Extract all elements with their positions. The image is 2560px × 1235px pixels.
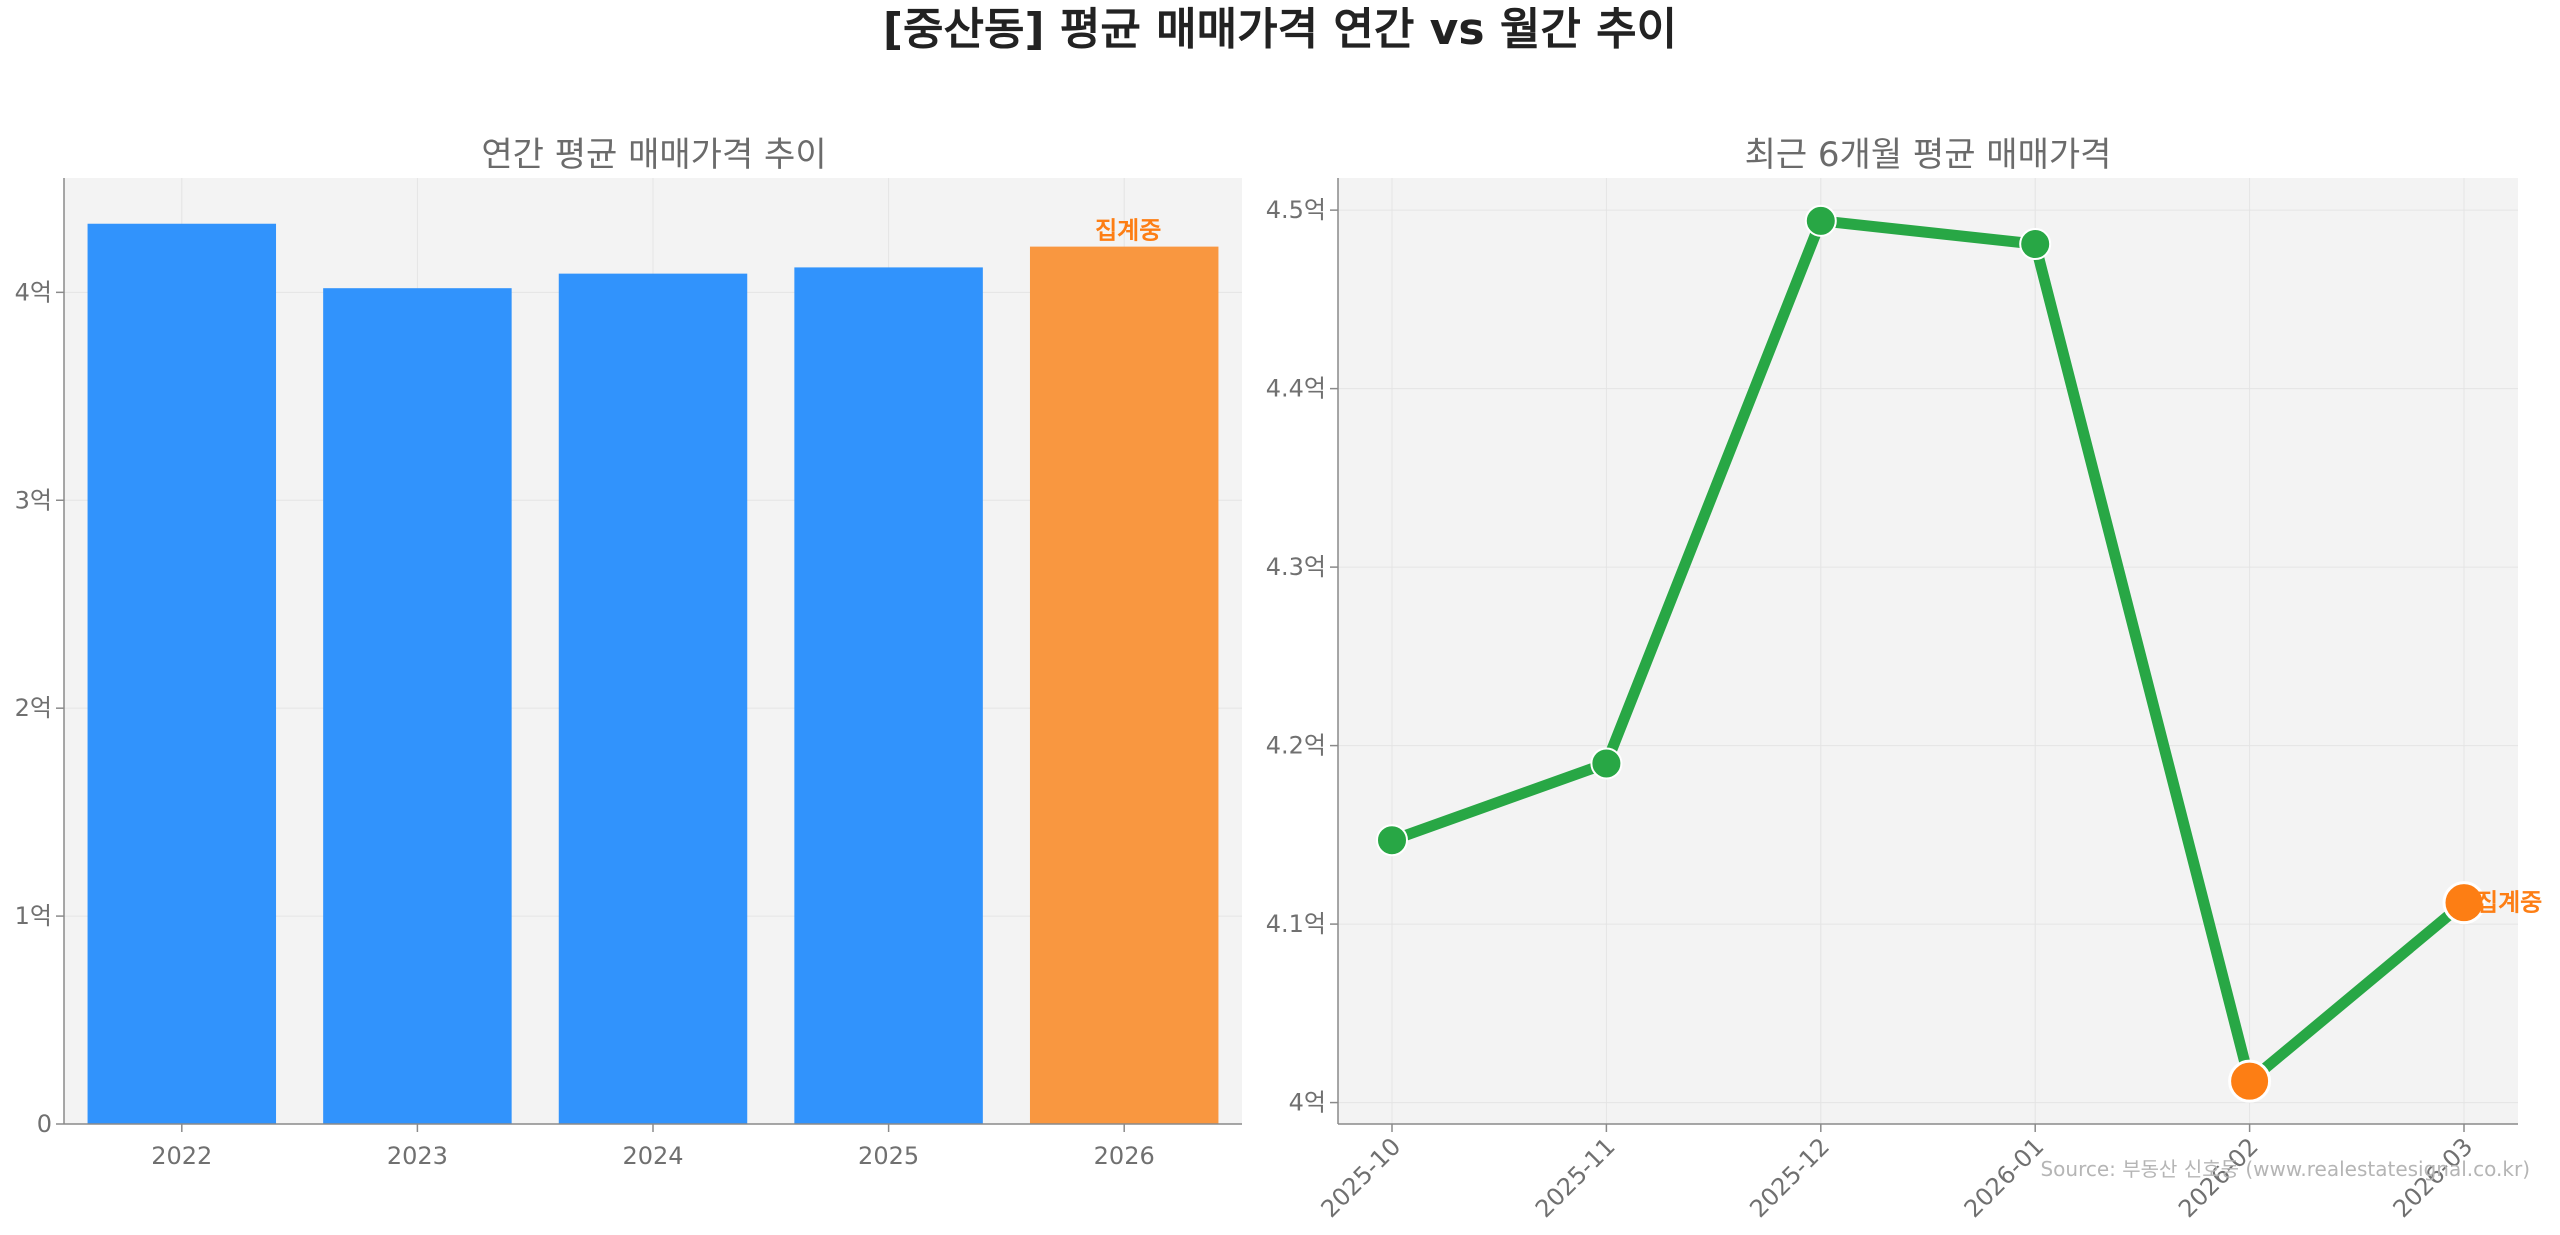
line-ytick-label: 4.3억 xyxy=(1266,553,1326,581)
bar-ytick-label: 1억 xyxy=(15,902,52,930)
bar-xtick-label: 2025 xyxy=(858,1142,919,1170)
bar-2024 xyxy=(558,273,748,1125)
line-ytick-label: 4.1억 xyxy=(1266,910,1326,938)
line-point-2026-01 xyxy=(2019,228,2052,261)
bar-annotation-label: 집계중 xyxy=(1095,217,1161,245)
bar-2022 xyxy=(87,223,277,1124)
bar-xtick-label: 2026 xyxy=(1094,1142,1155,1170)
figure-title: [중산동] 평균 매매가격 연간 vs 월간 추이 xyxy=(883,4,1677,55)
line-plot-area xyxy=(1338,178,2518,1124)
line-series-path xyxy=(1386,215,2470,1087)
bar-xtick-label: 2024 xyxy=(622,1142,683,1170)
line-ytick-label: 4억 xyxy=(1289,1089,1326,1117)
line-xtick-label: 2025-11 xyxy=(1530,1132,1621,1223)
line-ytick-label: 4.5억 xyxy=(1266,196,1326,224)
source-note: Source: 부동산 신호등 (www.realestatesignal.co… xyxy=(2040,1157,2530,1181)
bar-ytick-label: 0 xyxy=(37,1110,52,1138)
line-point-2026-02 xyxy=(2228,1059,2272,1103)
monthly-line-chart: 최근 6개월 평균 매매가격 집계중 4억 4.1억 4.2억 4.3억 4.4억 4.5… xyxy=(1266,135,2543,1223)
bar-ytick-label: 3억 xyxy=(15,486,52,514)
bar-2023 xyxy=(323,288,512,1124)
annual-bar-chart: 연간 평균 매매가격 추이 집계중 0 1억 2억 3억 4억 2022 2023 2024 2… xyxy=(15,135,1242,1170)
bar-xtick-label: 2023 xyxy=(387,1142,448,1170)
line-point-2025-11 xyxy=(1590,747,1623,780)
line-point-2025-10 xyxy=(1376,824,1408,857)
line-ytick-label: 4.4억 xyxy=(1266,375,1326,403)
line-xtick-label: 2025-12 xyxy=(1744,1132,1835,1223)
line-point-2026-03 xyxy=(2442,881,2486,925)
line-xtick-label: 2025-10 xyxy=(1316,1132,1407,1223)
line-point-2025-12 xyxy=(1804,204,1837,237)
line-annotation-label: 집계중 xyxy=(2476,889,2542,917)
bar-ytick-label: 4억 xyxy=(15,278,52,306)
bar-chart-title: 연간 평균 매매가격 추이 xyxy=(481,135,826,175)
line-chart-title: 최근 6개월 평균 매매가격 xyxy=(1745,135,2112,175)
bar-ytick-label: 2억 xyxy=(15,694,52,722)
bar-2025 xyxy=(794,267,983,1124)
line-xtick-label: 2026-01 xyxy=(1959,1132,2050,1223)
bar-xtick-label: 2022 xyxy=(151,1142,212,1170)
bar-2026 xyxy=(1029,246,1219,1125)
line-ytick-label: 4.2억 xyxy=(1266,732,1326,760)
